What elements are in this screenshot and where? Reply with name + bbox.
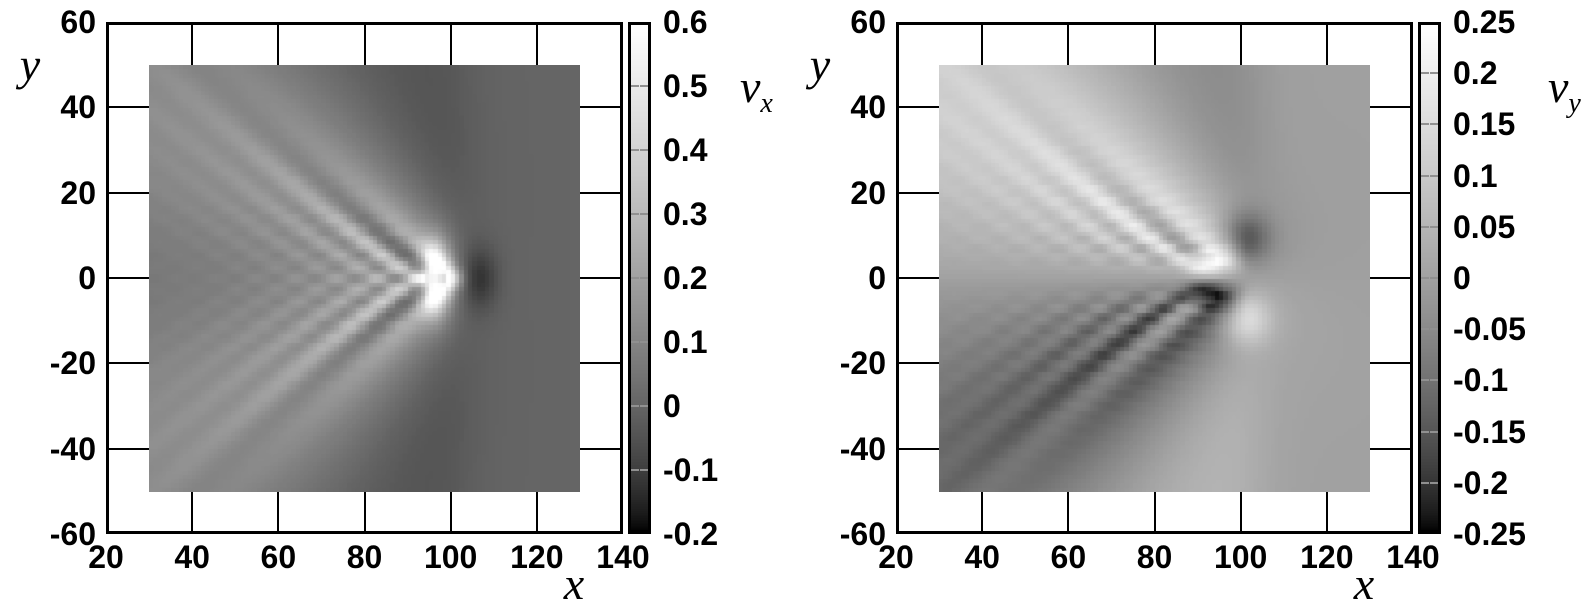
colorbar-gradient-vx <box>631 25 648 531</box>
y-tick-label--60: -60 <box>839 516 886 552</box>
colorbar-tick-label-0.4: 0.4 <box>663 132 708 168</box>
y-axis-label: y <box>19 39 41 90</box>
y-tick-label-40: 40 <box>60 89 96 126</box>
x-tick-label-100: 100 <box>423 539 478 575</box>
colorbar-tick-label--0.2: -0.2 <box>663 516 719 552</box>
colorbar-tick--0.15-left <box>1421 430 1429 433</box>
colorbar-tick--0.05-right <box>1430 328 1438 331</box>
colorbar-tick-0.2-left <box>631 277 639 279</box>
x-tick-label-140: 140 <box>596 539 650 575</box>
colorbar-tick-label-0.1: 0.1 <box>1453 157 1498 194</box>
x-tick-label-60: 60 <box>260 539 297 575</box>
colorbar-tick-label-0: 0 <box>663 388 681 424</box>
colorbar-tick--0.1-left <box>1421 379 1429 382</box>
colorbar-tick-0.05-right <box>1430 225 1438 228</box>
colorbar-tick-0.1-left <box>1421 174 1429 177</box>
colorbar-tick-0-left <box>1421 277 1429 279</box>
y-tick-label--60: -60 <box>49 516 96 552</box>
colorbar-tick-label--0.05: -0.05 <box>1453 311 1526 348</box>
colorbar-tick-label-0.2: 0.2 <box>1453 55 1498 92</box>
colorbar-tick-label-0.05: 0.05 <box>1453 208 1516 245</box>
colorbar-label-base: v <box>1548 61 1569 112</box>
colorbar-tick-0.5-right <box>640 85 648 87</box>
colorbar-tick-label-0.15: 0.15 <box>1453 106 1516 143</box>
colorbar-tick-0.3-left <box>631 213 639 215</box>
colorbar-tick-label-0.1: 0.1 <box>663 324 708 360</box>
x-tick-label-100: 100 <box>1213 539 1268 575</box>
colorbar-gradient-vy <box>1421 25 1438 531</box>
y-tick-label--40: -40 <box>49 430 96 467</box>
colorbar-tick--0.05-left <box>1421 328 1429 331</box>
colorbar-tick--0.2-right <box>1430 481 1438 484</box>
colorbar-tick-0.1-right <box>1430 174 1438 177</box>
colorbar-axis-label-vx: vx <box>740 64 773 118</box>
y-tick-label--20: -20 <box>49 345 96 382</box>
colorbar-tick-0.1-right <box>640 341 648 343</box>
colorbar-tick-label-0.5: 0.5 <box>663 68 708 104</box>
y-tick-label--40: -40 <box>839 430 886 467</box>
colorbar-tick--0.1-right <box>640 469 648 471</box>
colorbar-label-subscript: x <box>760 88 773 120</box>
colorbar-tick--0.1-right <box>1430 379 1438 382</box>
colorbar-label-base: v <box>740 61 761 112</box>
colorbar-tick-label--0.15: -0.15 <box>1453 413 1526 450</box>
colorbar-tick-label--0.25: -0.25 <box>1453 516 1526 552</box>
x-tick-label-120: 120 <box>1300 539 1354 575</box>
x-tick-label-20: 20 <box>878 539 914 575</box>
colorbar-tick-0.4-right <box>640 149 648 151</box>
colorbar-tick-label-0.25: 0.25 <box>1453 4 1516 40</box>
colorbar-tick-0.2-right <box>640 277 648 279</box>
x-axis-label: x <box>1353 558 1375 609</box>
colorbar-tick-0.2-right <box>1430 72 1438 75</box>
colorbar-tick--0.15-right <box>1430 430 1438 433</box>
colorbar-tick--0.1-left <box>631 469 639 471</box>
y-tick-label-60: 60 <box>60 4 96 40</box>
x-tick-label-120: 120 <box>510 539 564 575</box>
y-tick-label--20: -20 <box>839 345 886 382</box>
x-tick-label-60: 60 <box>1050 539 1087 575</box>
y-tick-label-40: 40 <box>850 89 886 126</box>
x-axis-label: x <box>563 558 585 609</box>
colorbar-tick-0-left <box>631 405 639 407</box>
colorbar-tick--0.2-left <box>1421 481 1429 484</box>
colorbar-tick-label-0.6: 0.6 <box>663 4 708 40</box>
colorbar-tick-0.05-left <box>1421 225 1429 228</box>
colorbar-tick-label-0.2: 0.2 <box>663 260 708 296</box>
colorbar-box-vx <box>628 22 651 534</box>
colorbar-tick-label--0.1: -0.1 <box>663 452 719 488</box>
x-tick-label-80: 80 <box>346 539 383 575</box>
y-tick-label-0: 0 <box>868 260 886 296</box>
y-tick-label-20: 20 <box>850 174 886 211</box>
colorbar-tick-0.15-right <box>1430 123 1438 126</box>
colorbar-tick-0.4-left <box>631 149 639 151</box>
colorbar-tick-label-0.3: 0.3 <box>663 196 708 232</box>
colorbar-tick-0-right <box>640 405 648 407</box>
colorbar-tick-0.1-left <box>631 341 639 343</box>
colorbar-tick-0.15-left <box>1421 123 1429 126</box>
colorbar-tick-label-0: 0 <box>1453 260 1471 296</box>
colorbar-tick-0-right <box>1430 277 1438 279</box>
colorbar-tick-0.3-right <box>640 213 648 215</box>
y-tick-label-20: 20 <box>60 174 96 211</box>
x-tick-label-40: 40 <box>174 539 210 575</box>
y-axis-label: y <box>809 39 831 90</box>
x-tick-label-40: 40 <box>964 539 1000 575</box>
heatmap-vx <box>149 65 580 492</box>
heatmap-vy <box>939 65 1370 492</box>
colorbar-label-subscript: y <box>1568 88 1581 120</box>
x-tick-label-20: 20 <box>88 539 124 575</box>
colorbar-tick-label--0.1: -0.1 <box>1453 362 1509 399</box>
colorbar-tick-0.5-left <box>631 85 639 87</box>
y-tick-label-0: 0 <box>78 260 96 296</box>
colorbar-box-vy <box>1418 22 1441 534</box>
x-tick-label-80: 80 <box>1136 539 1173 575</box>
colorbar-tick-0.2-left <box>1421 72 1429 75</box>
y-tick-label-60: 60 <box>850 4 886 40</box>
panel-vx: 60 40 20 0 -20 -40 -60 20 40 60 80 100 120 140 y x 0.6 0.… <box>0 0 797 609</box>
panel-vy: 60 40 20 0 -20 -40 -60 20 40 60 80 100 120 140 y x 0.25 0… <box>790 0 1587 609</box>
colorbar-axis-label-vy: vy <box>1548 64 1581 118</box>
x-tick-label-140: 140 <box>1386 539 1440 575</box>
colorbar-tick-label--0.2: -0.2 <box>1453 464 1509 501</box>
